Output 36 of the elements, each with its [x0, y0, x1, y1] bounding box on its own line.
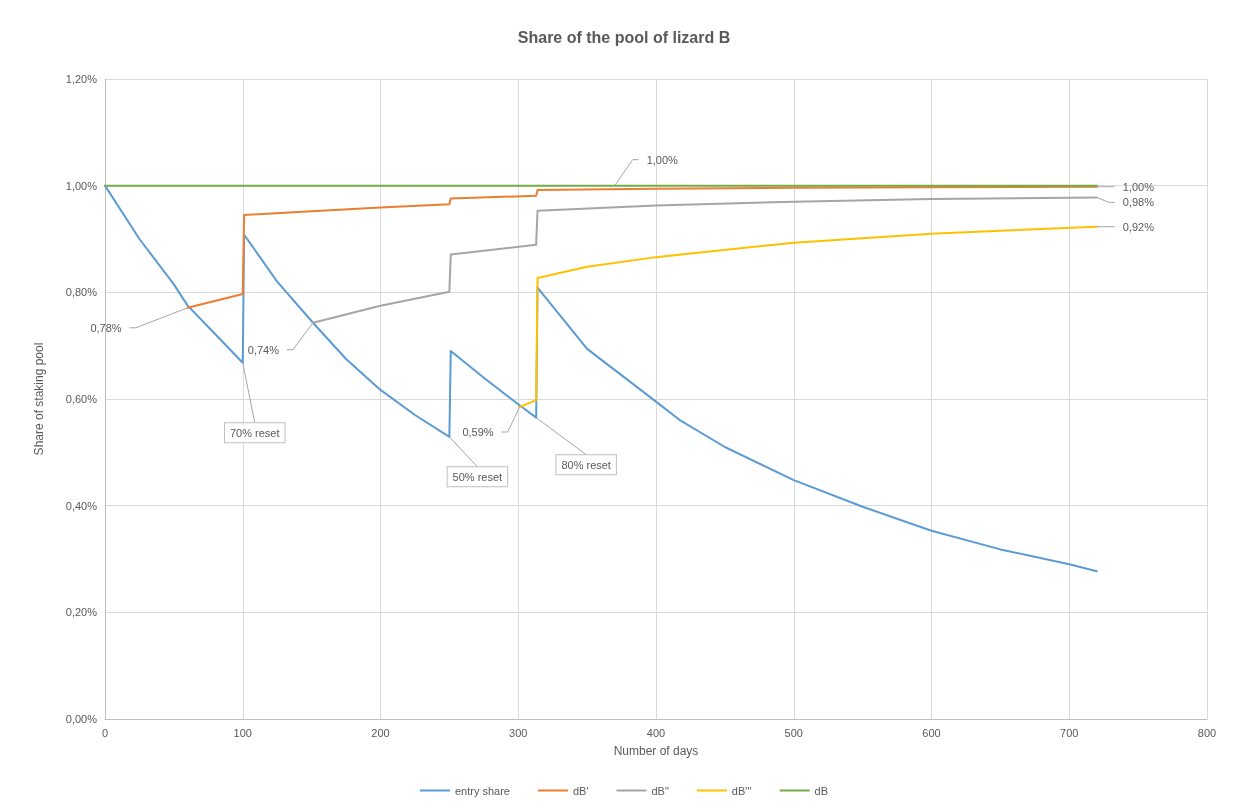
annotation: 0,74% [247, 343, 280, 356]
legend-label: dB''' [731, 784, 752, 797]
annotation: 0,98% [1122, 196, 1155, 209]
annotation: 80% reset [561, 458, 611, 471]
y-tick-label: 0,40% [65, 499, 98, 512]
annotation: 0,92% [1122, 220, 1155, 233]
annotation: 70% reset [229, 426, 280, 439]
annotation: 0,78% [90, 321, 122, 334]
legend-label: dB [814, 784, 829, 797]
x-tick-label: 200 [371, 726, 390, 739]
x-axis-title: Number of days [613, 744, 699, 758]
x-tick-label: 500 [784, 726, 803, 739]
x-tick-label: 600 [922, 726, 941, 739]
x-tick-label: 800 [1197, 726, 1217, 739]
annotation: 1,00% [1122, 180, 1155, 193]
legend-label: entry share [454, 784, 510, 797]
x-tick-label: 700 [1060, 726, 1079, 739]
y-tick-label: 0,60% [65, 393, 98, 405]
y-axis-title: Share of staking pool [32, 342, 46, 456]
y-tick-label: 1,20% [65, 73, 98, 85]
y-tick-label: 0,20% [65, 606, 98, 619]
annotation: 50% reset [452, 470, 503, 483]
legend-label: dB" [651, 784, 669, 797]
legend-label: dB' [572, 784, 589, 797]
y-tick-label: 0,00% [65, 713, 98, 725]
chart-title: Share of the pool of lizard B [517, 28, 731, 46]
line-series [186, 185, 1098, 309]
y-tick-label: 0,80% [65, 286, 98, 299]
x-tick-label: 0 [101, 726, 109, 739]
x-tick-label: 300 [509, 726, 528, 739]
annotation: 0,59% [462, 426, 494, 438]
x-tick-label: 400 [646, 726, 666, 739]
line-series [518, 225, 1098, 408]
y-tick-label: 1,00% [65, 179, 98, 192]
annotation: 1,00% [646, 153, 679, 166]
x-tick-label: 100 [233, 726, 252, 739]
